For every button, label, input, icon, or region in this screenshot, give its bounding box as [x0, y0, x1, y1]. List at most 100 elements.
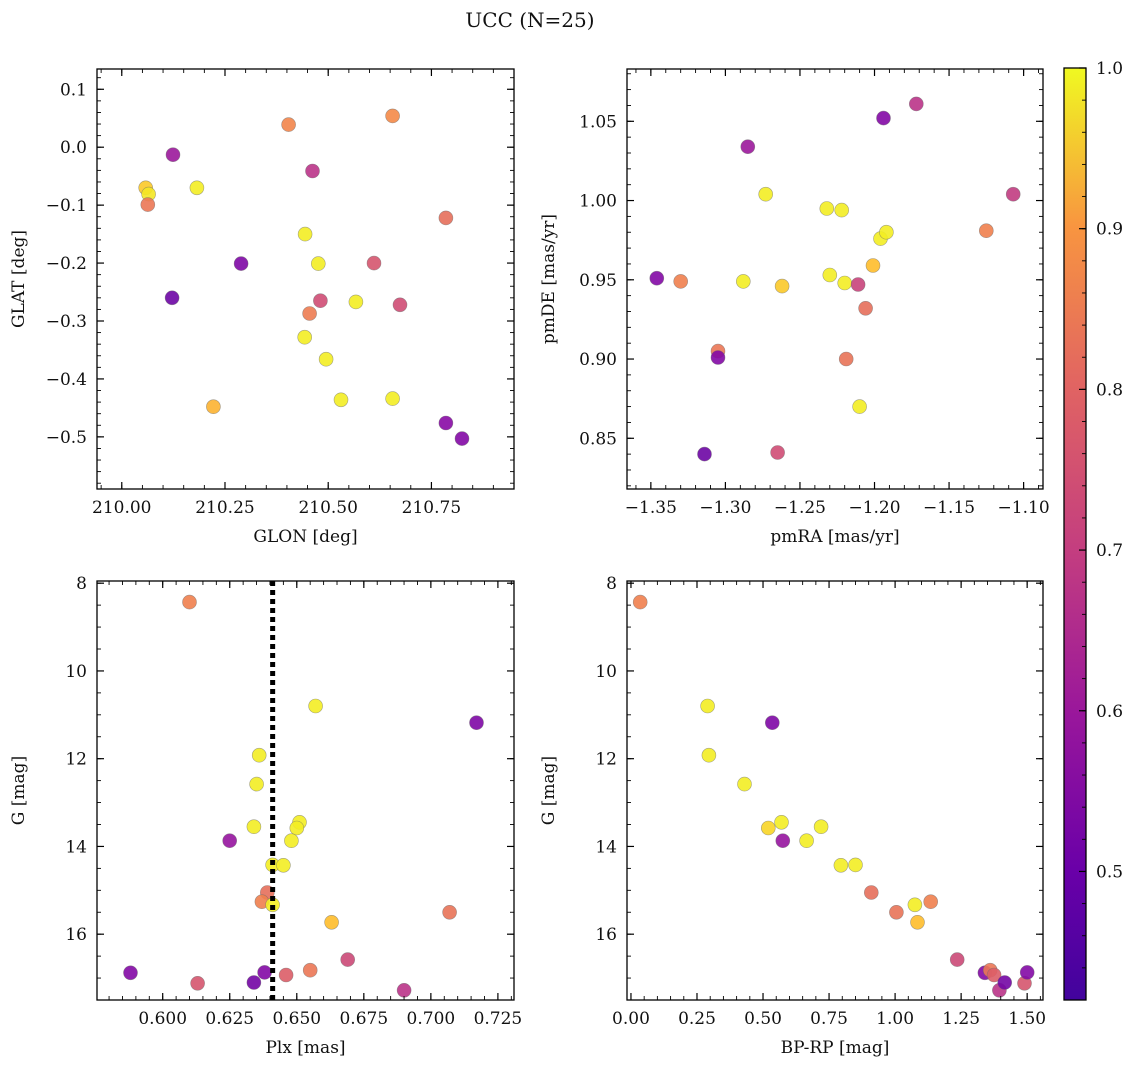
- x-tick-label: 210.50: [298, 498, 357, 518]
- y-tick-label: 0.90: [579, 350, 617, 370]
- data-point: [233, 256, 249, 271]
- data-point: [189, 180, 205, 196]
- y-tick-label: 8: [76, 574, 87, 594]
- data-point: [852, 399, 867, 414]
- data-point: [819, 201, 835, 216]
- data-point: [997, 975, 1013, 990]
- data-point: [673, 274, 689, 289]
- colorbar-tick-label: 1.0: [1096, 59, 1123, 79]
- data-point: [392, 297, 408, 313]
- y-tick-label: 12: [595, 750, 617, 770]
- x-tick-label: 210.00: [92, 498, 151, 518]
- x-tick-label: 0.600: [138, 1009, 187, 1029]
- data-point: [385, 391, 400, 406]
- y-axis-label: G [mag]: [539, 756, 559, 825]
- data-point: [438, 415, 454, 431]
- data-point: [876, 110, 891, 126]
- data-point: [838, 351, 854, 367]
- data-point: [333, 392, 349, 408]
- data-point: [324, 914, 339, 930]
- data-point: [438, 210, 454, 226]
- scatter-points: [632, 594, 1035, 998]
- x-tick-label: −1.15: [923, 498, 975, 518]
- data-point: [1005, 186, 1021, 202]
- axes-frame: [96, 580, 515, 1001]
- data-point: [281, 117, 296, 132]
- data-point: [366, 255, 382, 271]
- panel-2: −1.35 −1.30 −1.25 −1.20 −1.15 −1.10 1.05 1.00 0.…: [539, 68, 1050, 547]
- data-point: [740, 139, 756, 154]
- x-axis-label: pmRA [mas/yr]: [770, 527, 899, 547]
- x-tick-label: 0.75: [810, 1009, 848, 1029]
- data-point: [775, 833, 791, 849]
- y-tick-label: −0.3: [46, 312, 87, 332]
- data-point: [257, 965, 272, 980]
- y-axis-label: GLAT [deg]: [9, 230, 29, 328]
- figure-title: UCC (N=25): [465, 8, 594, 32]
- data-point: [222, 833, 237, 849]
- data-point: [308, 698, 323, 714]
- colorbar-tick-label: 0.5: [1096, 862, 1123, 882]
- x-tick-label: 1.00: [876, 1009, 914, 1029]
- data-point: [249, 776, 264, 792]
- colorbar: 0.5 0.6 0.7 0.8 0.9 1.0: [1063, 59, 1123, 1001]
- data-point: [837, 275, 853, 291]
- data-point: [289, 820, 305, 836]
- data-point: [879, 224, 894, 240]
- data-point: [907, 897, 923, 913]
- data-point: [764, 715, 780, 731]
- data-point: [700, 698, 715, 714]
- axes-frame: [626, 68, 1044, 490]
- x-tick-label: 0.50: [744, 1009, 782, 1029]
- x-tick-label: −1.10: [998, 498, 1050, 518]
- data-point: [165, 147, 181, 162]
- x-tick-label: −1.25: [774, 498, 826, 518]
- data-point: [284, 833, 299, 849]
- data-point: [318, 351, 334, 367]
- colorbar-tick-label: 0.9: [1096, 220, 1123, 240]
- scatter-points: [138, 108, 470, 446]
- data-point: [313, 293, 328, 309]
- panel-1: 210.00 210.25 210.50 210.75 0.1 0.0 −0.1 −0.2 −0…: [9, 68, 515, 547]
- data-point: [469, 715, 484, 731]
- data-point: [348, 294, 364, 310]
- data-point: [737, 776, 752, 792]
- x-tick-label: 0.25: [678, 1009, 716, 1029]
- data-point: [340, 952, 356, 967]
- data-point: [190, 975, 205, 991]
- colorbar-tick-label: 0.7: [1096, 541, 1123, 561]
- data-point: [385, 108, 400, 124]
- data-point: [760, 820, 776, 836]
- panel-4: 0.00 0.25 0.50 0.75 1.00 1.25 1.50 8 10 12 14 16 BP-…: [539, 574, 1046, 1058]
- colorbar-tick-label: 0.6: [1096, 702, 1123, 722]
- data-point: [305, 163, 320, 179]
- data-point: [297, 226, 313, 242]
- data-point: [949, 952, 965, 967]
- panel-3: 0.600 0.625 0.650 0.675 0.700 0.725 8 10 12 14 16 P…: [9, 574, 522, 1058]
- data-point: [774, 814, 789, 830]
- y-tick-label: 0.1: [60, 80, 87, 100]
- y-tick-label: 10: [595, 662, 617, 682]
- x-axis-label: Plx [mas]: [265, 1038, 345, 1058]
- y-tick-label: 14: [595, 837, 617, 857]
- x-tick-label: 210.25: [195, 498, 254, 518]
- x-axis-label: GLON [deg]: [253, 527, 357, 547]
- data-point: [697, 446, 712, 462]
- y-tick-label: 8: [606, 574, 617, 594]
- y-axis-label: pmDE [mas/yr]: [539, 214, 559, 344]
- y-tick-label: 0.95: [579, 271, 617, 291]
- axes-frame: [96, 68, 515, 490]
- data-point: [986, 967, 1002, 983]
- data-point: [302, 962, 318, 978]
- colorbar-tick-label: 0.8: [1096, 380, 1123, 400]
- y-tick-label: 12: [65, 750, 87, 770]
- data-point: [865, 258, 881, 273]
- x-tick-label: 0.700: [407, 1009, 456, 1029]
- scatter-points: [649, 96, 1021, 462]
- data-point: [848, 857, 863, 873]
- data-point: [850, 277, 866, 292]
- x-tick-label: 0.675: [339, 1009, 388, 1029]
- y-tick-label: 16: [595, 925, 617, 945]
- data-point: [649, 270, 665, 286]
